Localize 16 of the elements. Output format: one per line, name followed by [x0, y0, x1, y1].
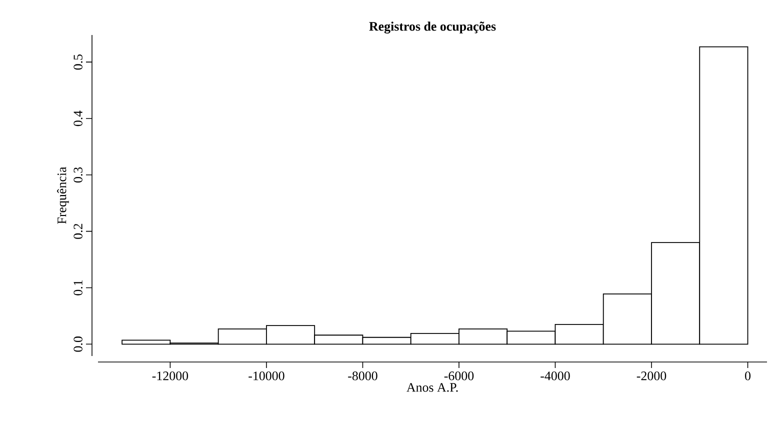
x-tick-label: -12000 — [152, 372, 188, 380]
chart-title: Registros de ocupações — [369, 22, 496, 34]
y-axis-title: Frequência — [57, 166, 69, 224]
x-tick-label: 0 — [745, 372, 751, 380]
y-tick-label: 0.1 — [74, 280, 82, 296]
y-tick-label: 0.4 — [74, 110, 82, 126]
y-tick-label: 0.5 — [74, 54, 82, 70]
y-tick-label: 0.0 — [74, 336, 82, 352]
x-tick-label: -8000 — [348, 372, 378, 380]
x-axis-title: Anos A.P. — [406, 383, 458, 392]
y-tick-label: 0.3 — [74, 167, 82, 182]
x-tick-label: -4000 — [540, 372, 570, 380]
y-tick-label: 0.2 — [74, 224, 82, 239]
x-tick-label: -2000 — [636, 372, 666, 380]
x-tick-label: -10000 — [248, 372, 284, 380]
x-tick-label: -6000 — [444, 372, 474, 380]
